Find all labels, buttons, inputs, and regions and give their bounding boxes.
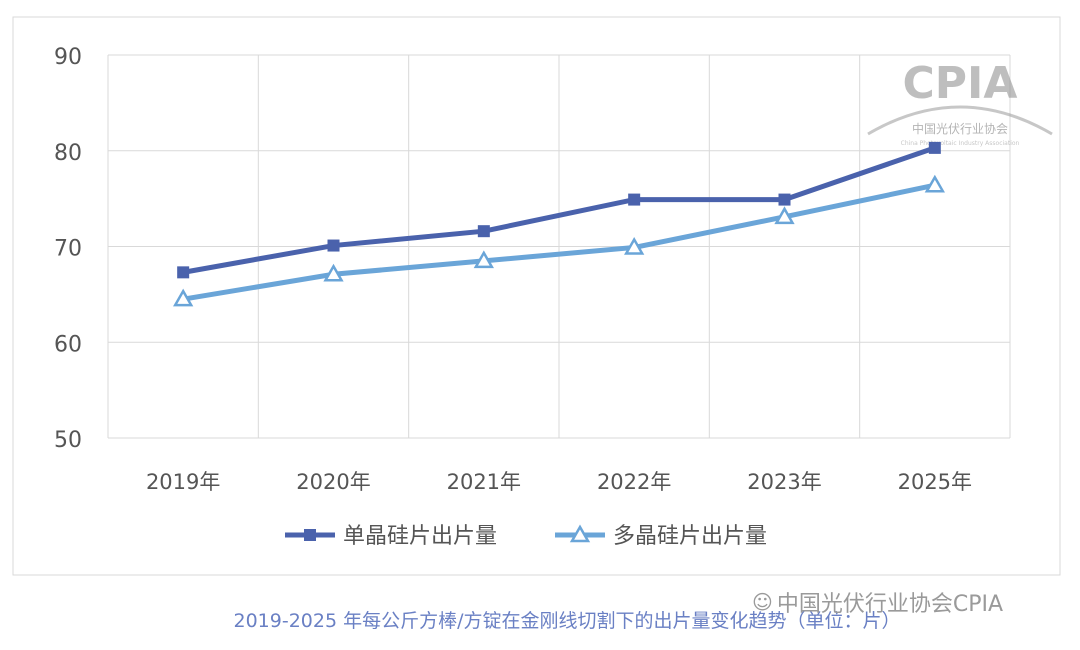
data-point [624, 236, 645, 255]
line-chart: 50 60 70 80 90 2019年 2020年 2021年 2022年 2023年 2025年… [12, 16, 1061, 576]
data-point [323, 263, 344, 282]
chart-caption: 2019-2025 年每公斤方棒/方锭在金刚线切割下的出片量变化趋势（单位：片） [233, 610, 901, 632]
legend-marker [304, 529, 316, 541]
data-point [327, 239, 340, 252]
series-line-1 [182, 182, 936, 302]
data-point [477, 225, 490, 238]
x-tick-label: 2023年 [747, 470, 821, 494]
watermark: ☺ 中国光伏行业协会CPIA [752, 586, 1003, 618]
x-tick-label: 2019年 [146, 470, 220, 494]
wechat-icon: ☺ [752, 590, 773, 614]
svg-text:中国光伏行业协会: 中国光伏行业协会 [912, 121, 1008, 136]
data-point [173, 288, 194, 307]
x-tick-label: 2021年 [447, 470, 521, 494]
data-point [774, 206, 795, 225]
legend-label: 单晶硅片出片量 [343, 524, 497, 549]
data-point [177, 266, 190, 279]
series-line-0 [182, 145, 936, 275]
y-tick-label: 50 [54, 428, 82, 453]
watermark-text: 中国光伏行业协会CPIA [776, 592, 1004, 617]
y-tick-label: 80 [54, 141, 82, 166]
data-point [928, 141, 941, 154]
legend-marker [569, 524, 591, 543]
x-tick-label: 2020年 [296, 470, 370, 494]
x-tick-label: 2025年 [898, 470, 972, 494]
data-point [473, 250, 494, 269]
cpia-logo: CPIA 中国光伏行业协会 China Photovoltaic Industr… [867, 58, 1053, 147]
data-point [628, 193, 641, 206]
legend-label: 多晶硅片出片量 [613, 524, 767, 549]
y-tick-label: 90 [54, 45, 82, 70]
y-tick-label: 60 [54, 332, 82, 357]
data-point [778, 193, 791, 206]
svg-text:China Photovoltaic Industry As: China Photovoltaic Industry Association [901, 140, 1020, 147]
y-tick-label: 70 [54, 237, 82, 262]
svg-text:CPIA: CPIA [903, 58, 1018, 109]
data-point [924, 174, 945, 193]
x-tick-label: 2022年 [597, 470, 671, 494]
